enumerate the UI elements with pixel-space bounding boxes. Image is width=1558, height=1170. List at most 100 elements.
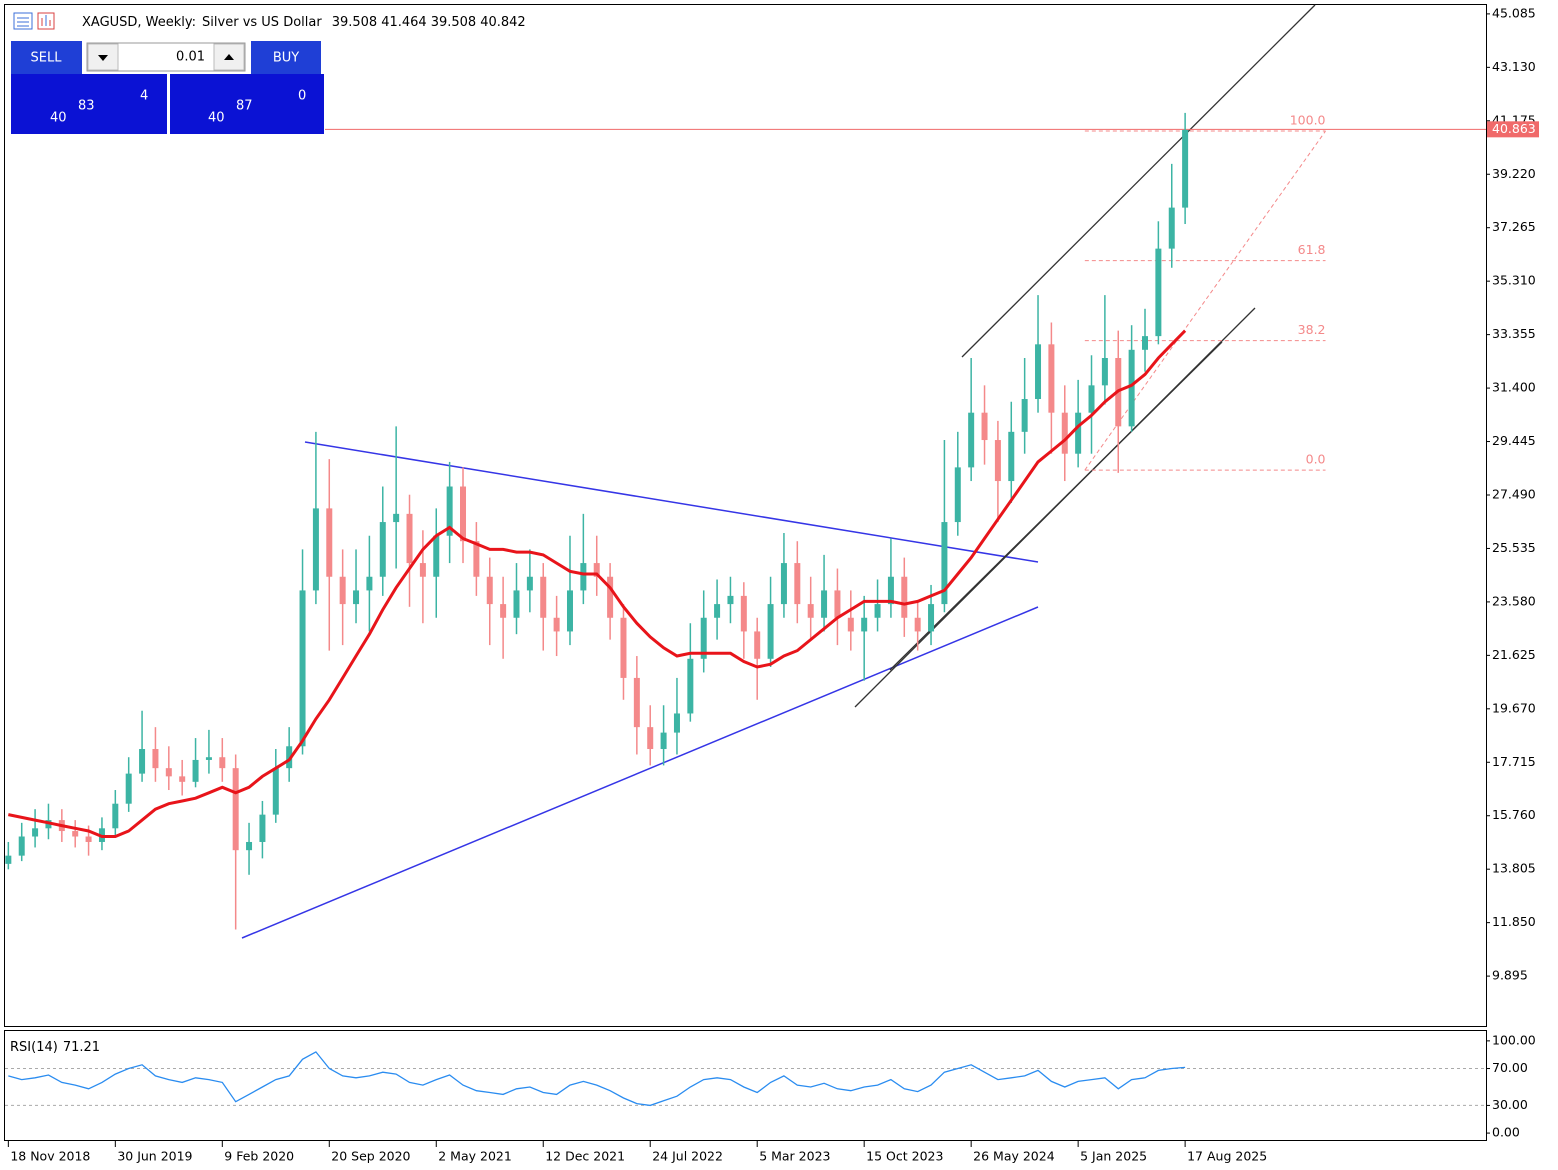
candle-body <box>353 590 360 605</box>
candle-body <box>1075 412 1082 454</box>
candle-body <box>219 757 226 769</box>
x-tick-label: 5 Jan 2025 <box>1080 1149 1147 1164</box>
candle-body <box>326 508 333 577</box>
x-tick-label: 30 Jun 2019 <box>117 1149 192 1164</box>
candle-body <box>754 631 761 659</box>
ask-suffix: 0 <box>298 89 306 104</box>
candle-body <box>85 836 92 842</box>
candle-body <box>607 576 614 618</box>
arrow-down <box>98 55 108 61</box>
candle-body <box>887 576 894 605</box>
buy-label: BUY <box>273 51 299 66</box>
main-frame <box>4 4 1487 1027</box>
channel-line[interactable] <box>961 4 1316 358</box>
candle-body <box>433 535 440 577</box>
candle-body <box>1182 129 1189 208</box>
candle-body <box>834 590 841 618</box>
y-tick-label: 43.130 <box>1492 59 1536 74</box>
x-tick-label: 24 Jul 2022 <box>652 1149 723 1164</box>
candle-body <box>727 595 734 605</box>
channel-line[interactable] <box>889 341 1223 671</box>
series-line <box>8 1051 1186 1107</box>
y-tick-label: 100.00 <box>1492 1032 1536 1047</box>
candle-body <box>620 617 627 678</box>
bid-prefix: 40 <box>50 111 67 126</box>
ask-prefix: 40 <box>208 111 225 126</box>
x-tick-label: 17 Aug 2025 <box>1187 1149 1267 1164</box>
candle-body <box>379 522 386 577</box>
candle-body <box>139 749 146 774</box>
close-readout: 40.842 <box>480 15 526 30</box>
y-tick-label: 70.00 <box>1492 1060 1528 1075</box>
candle-body <box>32 828 39 837</box>
sell-label: SELL <box>31 51 63 66</box>
buy-button[interactable] <box>251 41 321 74</box>
volume[interactable]: 0.01 <box>176 50 205 65</box>
candle-body <box>486 576 493 605</box>
x-tick-label: 12 Dec 2021 <box>545 1149 625 1164</box>
candle-body <box>419 563 426 577</box>
candle-body <box>112 803 119 829</box>
candle-body <box>339 576 346 605</box>
candle-body <box>566 590 573 632</box>
y-tick-label: 21.625 <box>1492 647 1536 662</box>
ask-box[interactable] <box>170 74 324 134</box>
fib-label: 61.8 <box>1298 242 1326 257</box>
candle-body <box>928 604 935 632</box>
x-tick-label: 2 May 2021 <box>438 1149 512 1164</box>
candle-body <box>714 604 721 618</box>
y-tick-label: 39.220 <box>1492 166 1536 181</box>
description: Silver vs US Dollar <box>202 15 322 30</box>
y-tick-label: 31.400 <box>1492 380 1536 395</box>
candle-body <box>500 604 507 618</box>
candle-body <box>1168 207 1175 249</box>
candle-body <box>994 440 1001 482</box>
candle-body <box>647 727 654 750</box>
x-tick-label: 18 Nov 2018 <box>10 1149 90 1164</box>
candle-body <box>767 604 774 659</box>
candle-body <box>1008 431 1015 482</box>
y-tick-label: 23.580 <box>1492 593 1536 608</box>
y-tick-label: 15.760 <box>1492 807 1536 822</box>
rsi-value: 71.21 <box>63 1040 100 1055</box>
x-tick-label: 26 May 2024 <box>973 1149 1055 1164</box>
rsi-title: RSI(14) <box>10 1040 58 1055</box>
candle-body <box>5 855 12 864</box>
candle-body <box>179 776 186 782</box>
candle-body <box>1155 248 1162 337</box>
last-price-box <box>1487 121 1539 138</box>
y-tick-label: 45.085 <box>1492 5 1536 20</box>
candle-body <box>580 563 587 591</box>
candle-body <box>1021 399 1028 432</box>
candle-body <box>941 522 948 605</box>
trendline[interactable] <box>304 441 1039 563</box>
candle-body <box>861 617 868 632</box>
candle-body <box>1061 412 1068 454</box>
bid-box[interactable] <box>11 74 167 134</box>
sell-button[interactable] <box>11 41 82 74</box>
candle-body <box>299 590 306 747</box>
candle-body <box>72 831 79 837</box>
candle-body <box>473 541 480 577</box>
candle-body <box>259 814 266 842</box>
y-tick-label: 37.265 <box>1492 219 1536 234</box>
candle-body <box>286 746 293 769</box>
trendline[interactable] <box>241 606 1039 939</box>
header: XAGUSD, Weekly: Silver vs US Dollar 39.508… <box>82 15 526 30</box>
candle-body <box>246 841 253 851</box>
icon-list[interactable] <box>13 12 33 30</box>
y-tick-label: 27.490 <box>1492 486 1536 501</box>
candle-body <box>513 590 520 618</box>
y-tick-label: 35.310 <box>1492 273 1536 288</box>
candle-body <box>914 617 921 632</box>
last-price-label: 40.863 <box>1492 121 1536 136</box>
x-tick-label: 15 Oct 2023 <box>866 1149 943 1164</box>
fib-diagonal <box>1084 130 1326 471</box>
candle-body <box>312 508 319 591</box>
ask-main: 87 <box>236 99 253 114</box>
y-tick-label: 17.715 <box>1492 754 1536 769</box>
arrow-up <box>224 54 234 60</box>
candle-body <box>205 757 212 760</box>
y-tick-label: 25.535 <box>1492 540 1536 555</box>
